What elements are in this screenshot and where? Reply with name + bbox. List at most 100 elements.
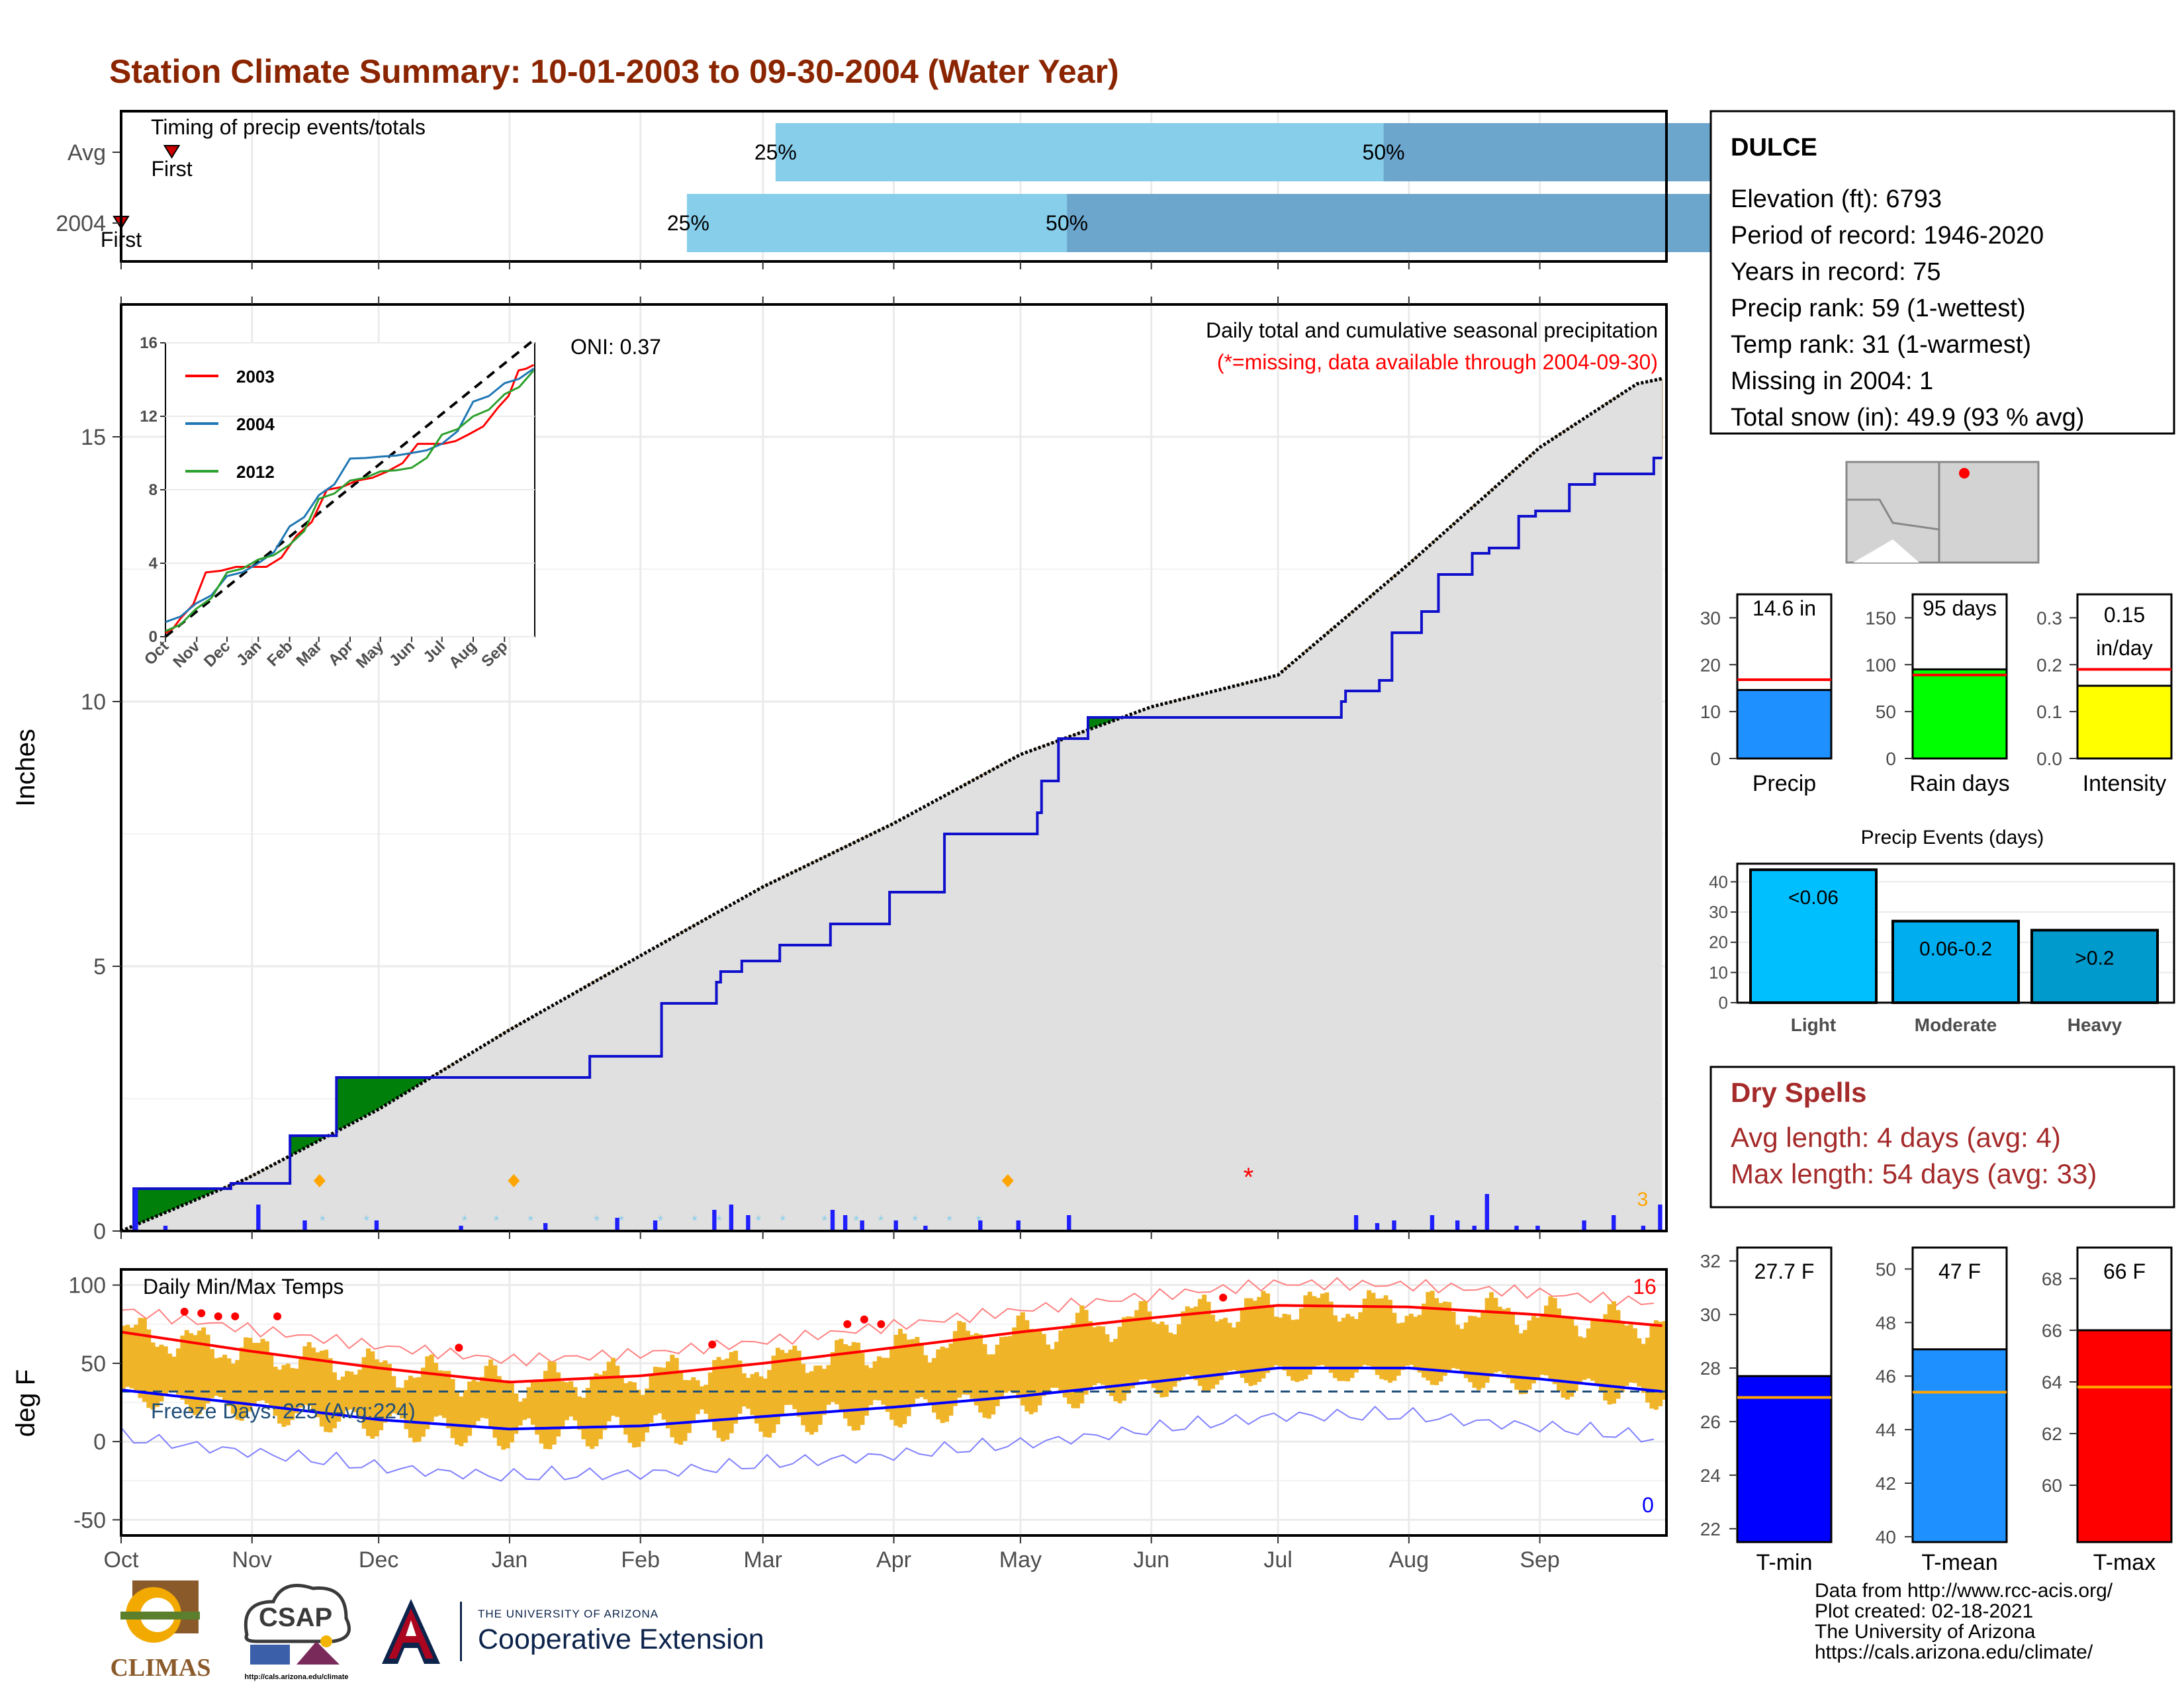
- daily-temp-bar: [982, 1344, 987, 1418]
- inset-series-2012: [165, 369, 535, 633]
- precip-anomaly-fill: [349, 1077, 354, 1124]
- snow-count-label: 3: [1637, 1189, 1649, 1211]
- snowfall-glyph: *: [976, 1212, 982, 1229]
- record-high-marker: [1219, 1293, 1228, 1302]
- daily-precip-bar: [1067, 1215, 1071, 1231]
- daily-temp-bar: [332, 1372, 337, 1429]
- events-bar-heavy: [2030, 929, 2159, 1005]
- daily-temp-bar: [239, 1347, 244, 1421]
- daily-temp-bar: [1535, 1317, 1541, 1378]
- record-high-marker: [877, 1320, 886, 1328]
- daily-temp-bar: [826, 1365, 831, 1405]
- temp-stat-y-tick-label: 66: [2042, 1320, 2062, 1341]
- daily-precip-bar: [1353, 1215, 1359, 1231]
- daily-temp-bar: [556, 1372, 561, 1437]
- daily-temp-bar: [1645, 1338, 1651, 1403]
- daily-temp-bar: [771, 1355, 776, 1434]
- climas-logo[interactable]: CLIMAS: [106, 1575, 215, 1688]
- precip-anomaly-fill: [171, 1189, 177, 1209]
- snowfall-glyph: *: [912, 1212, 918, 1229]
- daily-temp-bar: [952, 1331, 958, 1406]
- daily-temp-bar: [193, 1335, 198, 1416]
- record-high-marker: [197, 1309, 206, 1318]
- daily-temp-bar: [1387, 1299, 1392, 1383]
- daily-temp-bar: [631, 1382, 637, 1448]
- precip-anomaly-fill: [400, 1077, 405, 1095]
- temp-stat-y-tick-label: 50: [1876, 1259, 1896, 1279]
- daily-temp-bar: [842, 1344, 848, 1419]
- daily-temp-bar: [121, 1326, 126, 1389]
- dry-spells-max: Max length: 54 days (avg: 33): [1731, 1158, 2097, 1189]
- stat-y-tick-label: 20: [1700, 655, 1721, 675]
- daily-temp-bar: [1244, 1298, 1250, 1383]
- snowfall-glyph: *: [594, 1212, 600, 1229]
- daily-temp-bar: [1151, 1322, 1156, 1389]
- daily-precip-bar: [842, 1215, 848, 1231]
- inset-y-tick-label: 8: [149, 481, 158, 499]
- daily-temp-bar: [590, 1376, 595, 1449]
- events-bar-moderate: [1891, 919, 2020, 1005]
- daily-temp-bar: [340, 1376, 345, 1415]
- daily-temp-bar: [1582, 1338, 1587, 1380]
- daily-temp-bar: [1117, 1326, 1122, 1404]
- month-tick-label: Jul: [1263, 1547, 1292, 1573]
- first-event-label: First: [151, 157, 192, 181]
- daily-temp-bar: [978, 1334, 983, 1413]
- daily-temp-bar: [260, 1338, 265, 1400]
- climate-summary-figure: Station Climate Summary: 10-01-2003 to 0…: [11, 53, 2175, 1575]
- ua-logo[interactable]: THE UNIVERSITY OF ARIZONA Cooperative Ex…: [378, 1595, 764, 1668]
- credit-website[interactable]: https://cals.arizona.edu/climate/: [1815, 1641, 2093, 1663]
- daily-temp-bar: [1172, 1334, 1177, 1387]
- daily-temp-bar: [395, 1387, 400, 1414]
- daily-temp-bar: [915, 1337, 920, 1399]
- precip-anomaly-fill: [1087, 717, 1093, 729]
- daily-temp-bar: [433, 1363, 439, 1417]
- daily-temp-bar: [328, 1358, 333, 1433]
- precip-anomaly-fill: [1105, 717, 1110, 723]
- precip-anomaly-fill: [311, 1136, 316, 1144]
- temp-stat-bar-tmin: [1736, 1375, 1833, 1543]
- daily-temp-bar: [1206, 1301, 1211, 1393]
- snowfall-glyph: *: [854, 1212, 860, 1229]
- daily-temp-bar: [856, 1342, 861, 1431]
- events-category-label: Moderate: [1915, 1015, 1997, 1035]
- daily-temp-bar: [839, 1338, 844, 1411]
- daily-temp-bar: [1278, 1317, 1283, 1367]
- daily-temp-bar: [150, 1342, 156, 1410]
- daily-temp-bar: [1371, 1293, 1376, 1370]
- timing-q50-label: 50%: [1363, 140, 1405, 164]
- daily-temp-bar: [1502, 1309, 1507, 1374]
- month-tick-label: Oct: [104, 1547, 139, 1573]
- snowfall-glyph: *: [822, 1212, 828, 1229]
- precip-anomaly-fill: [180, 1189, 185, 1206]
- events-y-tick-label: 30: [1709, 902, 1728, 922]
- daily-temp-bar: [919, 1342, 924, 1397]
- daily-temp-bar: [248, 1338, 253, 1412]
- daily-temp-bar: [1079, 1305, 1085, 1404]
- daily-temp-bar: [1426, 1292, 1431, 1381]
- stat-y-tick-label: 0: [1710, 749, 1721, 769]
- daily-temp-bar: [290, 1367, 295, 1420]
- daily-temp-bar: [948, 1343, 954, 1416]
- daily-temp-bar: [1531, 1316, 1536, 1384]
- daily-precip-bar: [1612, 1215, 1616, 1231]
- daily-temp-bar: [1349, 1316, 1355, 1378]
- daily-temp-bar: [1295, 1319, 1300, 1383]
- month-tick-label: Mar: [743, 1547, 782, 1573]
- credit-data-source[interactable]: Data from http://www.rcc-acis.org/: [1815, 1580, 2113, 1602]
- precip-anomaly-fill: [336, 1077, 341, 1130]
- daily-temp-bar: [805, 1373, 810, 1432]
- stat-value-rain: 95 days: [1923, 596, 1997, 620]
- credits: Data from http://www.rcc-acis.org/ Plot …: [1815, 1580, 2113, 1663]
- csap-logo[interactable]: CSAP http://cals.arizona.edu/climate: [234, 1575, 359, 1688]
- precip-anomaly-fill: [150, 1189, 156, 1218]
- daily-temp-bar: [923, 1355, 929, 1400]
- stat-bar-intensity: [2076, 684, 2173, 760]
- side-panels: DULCE Elevation (ft): 6793 Period of recor…: [1700, 110, 2175, 1575]
- daily-temp-bar: [1113, 1338, 1118, 1402]
- daily-temp-bar: [441, 1371, 447, 1418]
- credit-plot-created: Plot created: 02-18-2021: [1815, 1600, 2034, 1622]
- daily-temp-bar: [970, 1335, 975, 1399]
- daily-temp-bar: [1430, 1291, 1435, 1385]
- stat-label-rain: Rain days: [1909, 771, 2009, 796]
